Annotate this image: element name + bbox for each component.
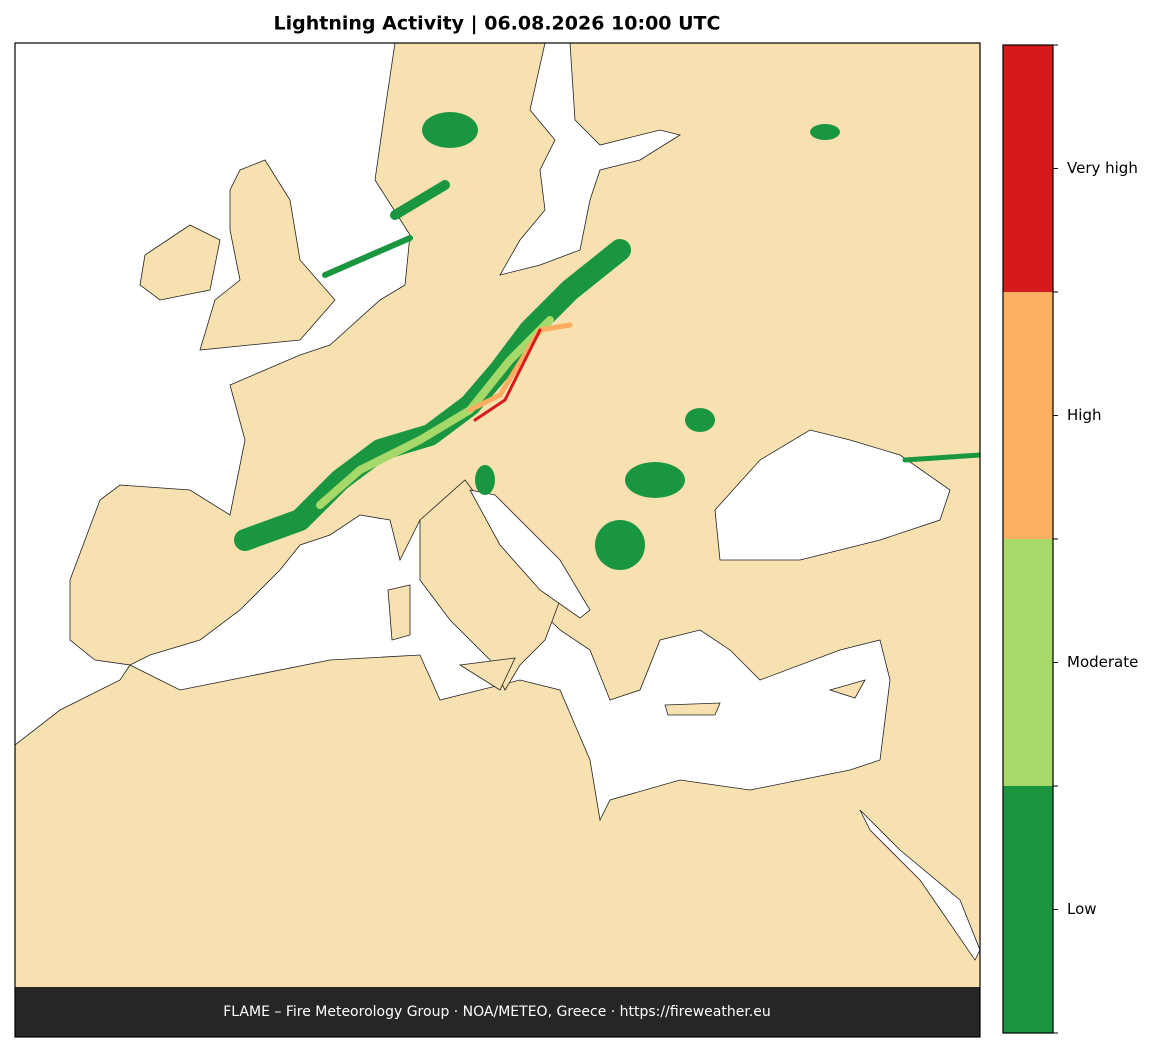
colorbar-segment bbox=[1003, 45, 1053, 292]
lightning-band bbox=[467, 322, 573, 413]
lightning-band bbox=[473, 328, 542, 422]
map: FLAME – Fire Meteorology Group · NOA/MET… bbox=[15, 43, 980, 1037]
baltic bbox=[499, 43, 682, 276]
lightning-cell bbox=[595, 520, 645, 570]
lightning-band bbox=[322, 235, 413, 278]
legend-label: Moderate bbox=[1067, 653, 1138, 671]
lightning-band bbox=[390, 180, 450, 220]
map-frame bbox=[14, 42, 981, 1038]
colorbar-segment bbox=[1003, 786, 1053, 1033]
cyprus bbox=[828, 679, 866, 699]
adriatic bbox=[469, 489, 591, 619]
title: Lightning Activity | 06.08.2026 10:00 UT… bbox=[274, 13, 721, 35]
crete bbox=[664, 702, 721, 716]
lightning bbox=[234, 180, 980, 551]
lightning-cell bbox=[685, 408, 715, 432]
legend-label: Very high bbox=[1067, 159, 1138, 177]
lightning-cell bbox=[475, 465, 495, 495]
footer: FLAME – Fire Meteorology Group · NOA/MET… bbox=[223, 1004, 771, 1020]
red-sea bbox=[859, 809, 980, 961]
colorbar-frame bbox=[1002, 44, 1054, 1034]
colorbar: Low Moderate High Very high bbox=[1002, 44, 1138, 1034]
legend-label: High bbox=[1067, 406, 1101, 424]
sicily bbox=[458, 657, 516, 691]
footer-bar bbox=[15, 987, 980, 1037]
colorbar-segment bbox=[1003, 539, 1053, 786]
sardinia bbox=[387, 584, 411, 641]
lightning-band bbox=[316, 316, 554, 509]
ireland bbox=[139, 224, 221, 301]
lightning-cell bbox=[810, 124, 840, 140]
legend-label: Low bbox=[1067, 900, 1097, 918]
britain bbox=[199, 159, 336, 351]
islands bbox=[139, 159, 866, 716]
black-sea bbox=[714, 429, 951, 561]
lightning-cell bbox=[625, 462, 685, 498]
colorbar-segment bbox=[1003, 292, 1053, 539]
lightning-cells bbox=[422, 112, 840, 570]
lightning-band bbox=[902, 452, 980, 463]
lightning-cell bbox=[422, 112, 478, 148]
